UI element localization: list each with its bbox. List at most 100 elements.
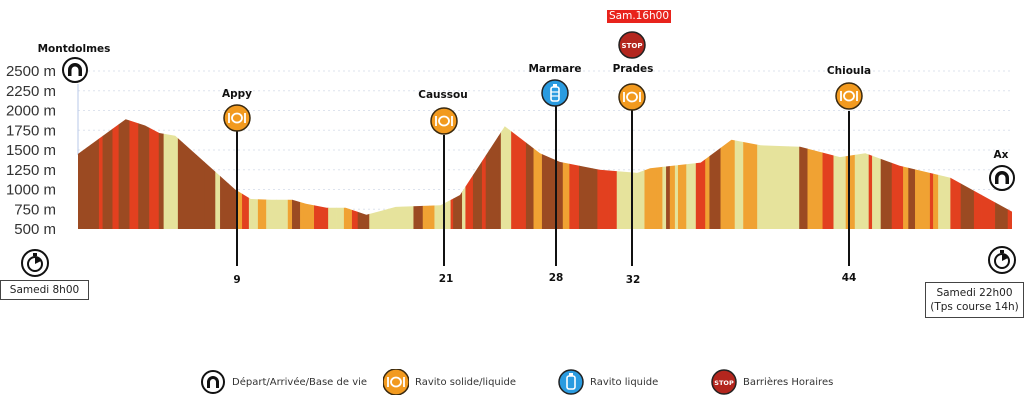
stop-icon: STOP	[711, 369, 737, 395]
finish-time-box: Samedi 22h00 (Tps course 14h)	[925, 282, 1024, 318]
point-name-ax: Ax	[994, 149, 1009, 161]
legend-label: Barrières Horaires	[743, 376, 834, 388]
slope-stripe	[656, 119, 663, 229]
slope-stripe	[485, 119, 499, 229]
slope-stripe	[215, 119, 221, 229]
slope-stripe	[880, 119, 893, 229]
slope-stripe	[511, 119, 522, 229]
km-label: 32	[626, 274, 641, 286]
slope-stripe	[788, 119, 800, 229]
slope-stripe	[276, 119, 289, 229]
slope-stripe	[149, 119, 160, 229]
slope-stripe	[102, 119, 113, 229]
finish-duration: (Tps course 14h)	[930, 301, 1019, 313]
plate-icon[interactable]	[835, 82, 863, 110]
legend-label: Ravito solide/liquide	[415, 376, 517, 388]
arch-icon	[989, 165, 1015, 191]
slope-stripe	[872, 119, 882, 229]
y-tick-label: 2250 m	[6, 83, 56, 100]
slope-stripe	[86, 119, 92, 229]
slope-stripe	[720, 119, 736, 229]
arch-icon	[201, 370, 225, 394]
slope-stripe	[929, 119, 934, 229]
slope-stripe	[78, 119, 88, 229]
legend-item-solid: Ravito solide/liquide	[383, 368, 516, 396]
y-tick-label: 1750 m	[6, 122, 56, 139]
plate-icon[interactable]	[618, 83, 646, 111]
point-name-chioula: Chioula	[827, 65, 871, 77]
stop-icon[interactable]: STOP	[618, 31, 646, 59]
slope-stripe	[625, 119, 630, 229]
slope-stripe	[597, 119, 609, 229]
slope-stripe	[705, 119, 710, 229]
km-label: 28	[549, 272, 564, 284]
slope-stripe	[314, 119, 329, 229]
slope-stripe	[807, 119, 823, 229]
slope-stripe	[891, 119, 904, 229]
slope-stripe	[709, 119, 721, 229]
point-name-prades: Prades	[613, 63, 654, 75]
legend-item-barrier: STOP Barrières Horaires	[711, 368, 833, 396]
slope-stripe	[674, 119, 679, 229]
bottle-icon[interactable]	[541, 79, 569, 107]
slope-stripe	[822, 119, 834, 229]
point-name-caussou: Caussou	[418, 89, 467, 101]
legend-item-base: Départ/Arrivée/Base de vie	[200, 368, 367, 396]
slope-stripe	[553, 119, 564, 229]
y-tick-label: 750 m	[14, 201, 56, 218]
slope-stripe	[472, 119, 483, 229]
km-label: 9	[233, 274, 240, 286]
slope-stripe	[177, 119, 183, 229]
slope-stripe	[734, 119, 744, 229]
slope-stripe	[960, 119, 975, 229]
slope-stripe	[908, 119, 916, 229]
slope-stripe	[481, 119, 487, 229]
slope-stripe	[868, 119, 873, 229]
slope-stripe	[498, 119, 502, 229]
bottle-icon	[558, 369, 584, 395]
slope-stripe	[163, 119, 179, 229]
slope-stripe	[573, 119, 580, 229]
legend-label: Ravito liquide	[590, 376, 659, 388]
y-tick-label: 500 m	[14, 221, 56, 238]
slope-stripe	[743, 119, 758, 229]
plate-icon[interactable]	[430, 107, 458, 135]
slope-stripe	[562, 119, 570, 229]
slope-stripe	[98, 119, 103, 229]
slope-stripe	[129, 119, 139, 229]
stopwatch-icon	[988, 246, 1016, 274]
legend-label: Départ/Arrivée/Base de vie	[232, 376, 368, 388]
barrier-time-badge: Sam.16h00	[607, 10, 672, 23]
slope-stripe	[569, 119, 574, 229]
slope-stripe	[616, 119, 627, 229]
slope-stripe	[669, 119, 676, 229]
y-tick-label: 2000 m	[6, 103, 56, 120]
slope-stripe	[628, 119, 638, 229]
start-time: Samedi 8h00	[9, 284, 80, 296]
slope-stripe	[695, 119, 706, 229]
start-time-box: Samedi 8h00	[0, 280, 89, 300]
slope-stripe	[973, 119, 982, 229]
slope-stripe	[530, 119, 534, 229]
slope-stripe	[525, 119, 531, 229]
km-label: 21	[439, 273, 454, 285]
legend-item-liquid: Ravito liquide	[558, 368, 658, 396]
slope-stripe	[118, 119, 130, 229]
stopwatch-icon	[21, 249, 49, 277]
slope-stripe	[533, 119, 543, 229]
plate-icon	[383, 369, 409, 395]
arch-icon	[62, 57, 88, 83]
slope-stripe	[204, 119, 216, 229]
slope-stripe	[90, 119, 100, 229]
slope-stripe	[608, 119, 618, 229]
slope-stripe	[112, 119, 120, 229]
slope-stripe	[686, 119, 697, 229]
slope-stripe	[766, 119, 780, 229]
point-name-marmare: Marmare	[528, 63, 581, 75]
slope-stripe	[196, 119, 205, 229]
plate-icon[interactable]	[223, 104, 251, 132]
slope-stripe	[388, 119, 403, 229]
slope-stripe	[903, 119, 909, 229]
slope-stripe	[778, 119, 789, 229]
